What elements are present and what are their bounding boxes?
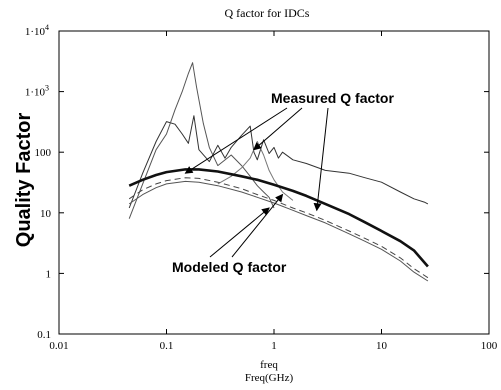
x-tick-label: 1: [271, 340, 277, 352]
y-tick-label: 1·10: [25, 26, 46, 38]
annotation-modeled-q: Modeled Q factor: [172, 259, 287, 275]
arrow-measured-3: [313, 107, 329, 212]
measured-q-series-2: [128, 62, 275, 219]
arrow-modeled-1: [209, 207, 270, 258]
y-tick-label: 10: [40, 208, 52, 220]
annotation-layer: Measured Q factor Modeled Q factor: [172, 90, 394, 275]
modeled-q-series-4: [128, 168, 429, 268]
annotation-measured-q: Measured Q factor: [271, 90, 394, 106]
x-tick-label: 0.1: [160, 340, 174, 352]
measured-q-series-1: [128, 115, 429, 209]
plot-frame: [58, 30, 490, 335]
arrow-modeled-2: [231, 193, 284, 258]
y-tick-exponent: 4: [45, 23, 49, 32]
y-axis-label: Quality Factor: [13, 113, 35, 248]
modeled-q-series-5: [128, 177, 429, 279]
x-axis-label-line2: Freq(GHz): [245, 372, 294, 384]
chart-title: Q factor for IDCs: [225, 6, 310, 20]
y-tick-label: 1: [46, 268, 52, 280]
y-tick-label: 0.1: [37, 329, 51, 341]
arrow-measured-1: [184, 107, 288, 174]
y-tick-label: 1·10: [25, 87, 46, 99]
x-tick-label: 10: [376, 340, 388, 352]
y-tick-label: 100: [35, 147, 52, 159]
x-axis: 0.01 0.1 1 10 100: [49, 31, 498, 352]
x-tick-label: 0.01: [49, 340, 68, 352]
arrow-measured-2: [253, 107, 303, 151]
modeled-q-series-6: [128, 180, 429, 282]
x-axis-label-line1: freq: [260, 359, 278, 371]
x-tick-label: 100: [481, 340, 498, 352]
y-tick-exponent: 3: [45, 84, 49, 93]
